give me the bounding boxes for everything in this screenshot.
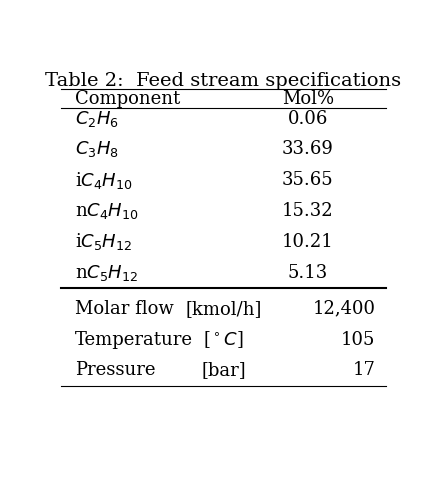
Text: [kmol/h]: [kmol/h]: [185, 300, 262, 318]
Text: 10.21: 10.21: [282, 233, 334, 251]
Text: Component: Component: [75, 90, 180, 108]
Text: i$\mathit{C}_4\mathit{H}_{10}$: i$\mathit{C}_4\mathit{H}_{10}$: [75, 170, 133, 191]
Text: Pressure: Pressure: [75, 362, 155, 380]
Text: 33.69: 33.69: [282, 141, 334, 159]
Text: Temperature: Temperature: [75, 331, 193, 348]
Text: n$\mathit{C}_5\mathit{H}_{12}$: n$\mathit{C}_5\mathit{H}_{12}$: [75, 263, 138, 283]
Text: 0.06: 0.06: [288, 110, 328, 128]
Text: [bar]: [bar]: [201, 362, 246, 380]
Text: Table 2:  Feed stream specifications: Table 2: Feed stream specifications: [45, 72, 402, 90]
Text: 15.32: 15.32: [282, 202, 334, 220]
Text: $\mathit{C}_3\mathit{H}_8$: $\mathit{C}_3\mathit{H}_8$: [75, 140, 119, 160]
Text: [$^\circ C$]: [$^\circ C$]: [203, 329, 244, 350]
Text: 105: 105: [341, 331, 375, 348]
Text: Mol%: Mol%: [282, 90, 334, 108]
Text: 5.13: 5.13: [288, 264, 328, 282]
Text: 35.65: 35.65: [282, 171, 334, 189]
Text: 12,400: 12,400: [313, 300, 375, 318]
Text: 17: 17: [353, 362, 375, 380]
Text: $\mathit{C}_2\mathit{H}_6$: $\mathit{C}_2\mathit{H}_6$: [75, 109, 119, 129]
Text: Molar flow: Molar flow: [75, 300, 174, 318]
Text: n$\mathit{C}_4\mathit{H}_{10}$: n$\mathit{C}_4\mathit{H}_{10}$: [75, 201, 138, 221]
Text: i$\mathit{C}_5\mathit{H}_{12}$: i$\mathit{C}_5\mathit{H}_{12}$: [75, 231, 132, 252]
